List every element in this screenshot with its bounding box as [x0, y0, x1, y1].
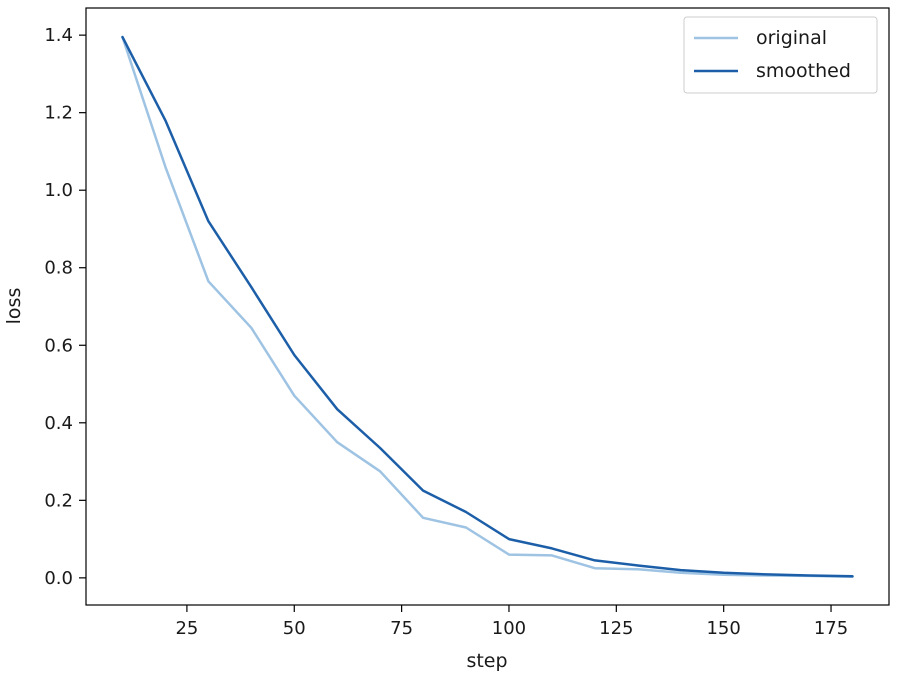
x-tick-label: 50: [283, 618, 306, 639]
x-tick-label: 75: [390, 618, 413, 639]
x-axis-label: step: [466, 650, 507, 672]
y-tick-label: 1.0: [44, 180, 73, 201]
legend-box: [683, 16, 878, 94]
x-tick-label: 150: [706, 618, 740, 639]
legend: original smoothed: [683, 16, 878, 94]
y-axis-label: loss: [3, 288, 25, 325]
x-tick-label: 175: [814, 618, 848, 639]
series-line-smoothed: [121, 35, 854, 578]
x-axis-ticks: 25 50 75 100 125 150 175: [175, 605, 848, 639]
series-layer: [121, 35, 854, 578]
y-tick-label: 0.6: [44, 335, 73, 356]
y-tick-label: 1.2: [44, 103, 73, 124]
y-tick-label: 0.0: [44, 568, 73, 589]
series-line-original: [121, 35, 854, 578]
y-axis-ticks: 0.0 0.2 0.4 0.6 0.8 1.0 1.2 1.4: [44, 25, 86, 589]
plot-frame: [85, 7, 890, 606]
legend-label-original: original: [756, 27, 827, 49]
y-tick-label: 1.4: [44, 25, 73, 46]
y-tick-label: 0.8: [44, 258, 73, 279]
x-tick-label: 125: [599, 618, 633, 639]
legend-label-smoothed: smoothed: [756, 60, 851, 82]
x-tick-label: 25: [175, 618, 198, 639]
y-tick-label: 0.4: [44, 413, 73, 434]
x-tick-label: 100: [492, 618, 526, 639]
y-tick-label: 0.2: [44, 490, 73, 511]
